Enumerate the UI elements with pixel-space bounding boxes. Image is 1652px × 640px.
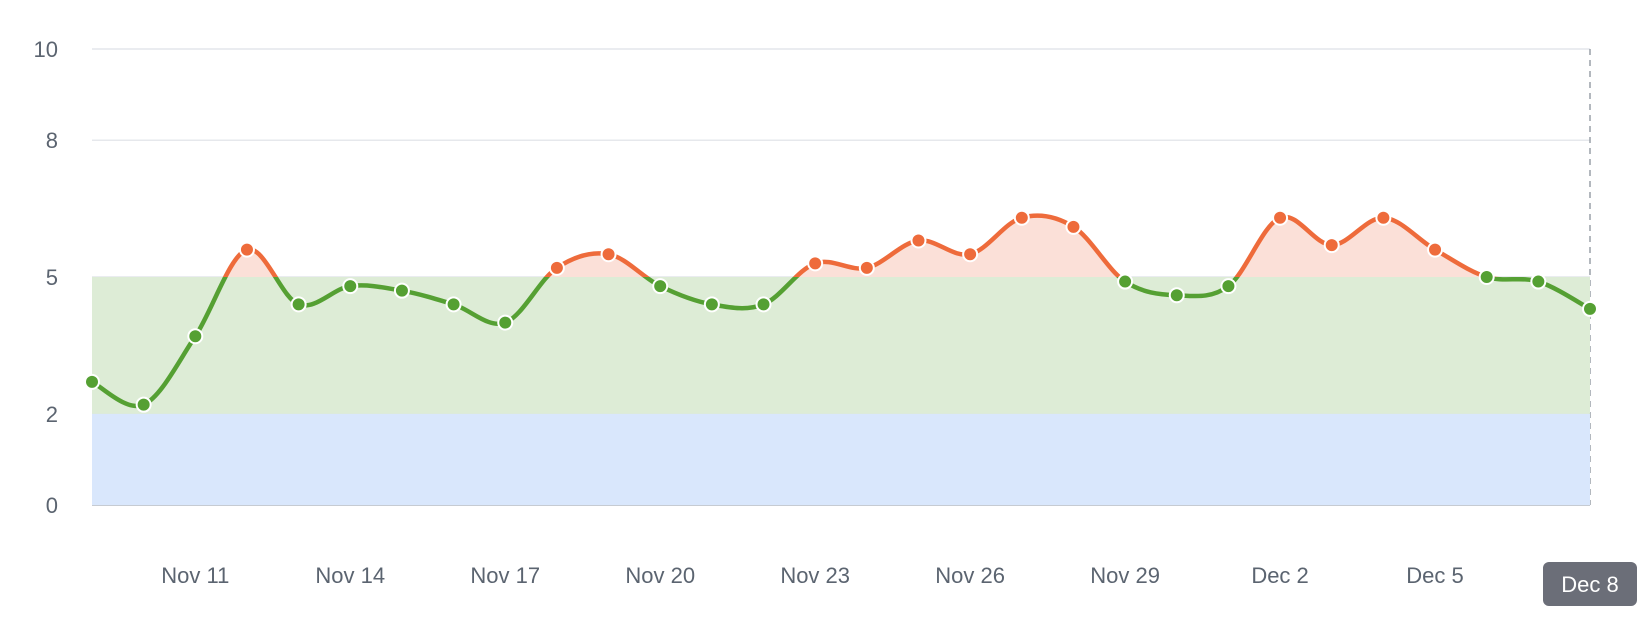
data-point-nov-27 [1015, 211, 1029, 225]
data-point-dec-6 [1480, 270, 1494, 284]
data-point-nov-18 [550, 261, 564, 275]
highlight-label-text: Dec 8 [1561, 572, 1618, 597]
x-tick-label-nov-29: Nov 29 [1090, 563, 1160, 588]
data-point-nov-25 [911, 234, 925, 248]
data-point-nov-11 [188, 329, 202, 343]
data-point-nov-13 [292, 297, 306, 311]
data-point-dec-1 [1221, 279, 1235, 293]
highlighted-date: Dec 8 [1543, 562, 1637, 606]
x-tick-label-nov-14: Nov 14 [315, 563, 385, 588]
y-tick-label-10: 10 [34, 37, 58, 62]
range-bands [92, 216, 1590, 505]
y-tick-label-2: 2 [46, 402, 58, 427]
data-point-nov-30 [1170, 288, 1184, 302]
x-tick-label-nov-26: Nov 26 [935, 563, 1005, 588]
y-tick-label-8: 8 [46, 128, 58, 153]
data-point-nov-23 [808, 256, 822, 270]
data-point-nov-26 [963, 247, 977, 261]
x-axis-labels: Nov 11 Nov 14 Nov 17 Nov 20 Nov 23 Nov 26 Nov … [161, 563, 1464, 588]
data-point-dec-2 [1273, 211, 1287, 225]
data-point-nov-19 [602, 247, 616, 261]
x-tick-label-nov-17: Nov 17 [470, 563, 540, 588]
data-point-nov-9 [85, 375, 99, 389]
data-point-nov-21 [705, 297, 719, 311]
data-point-nov-15 [395, 284, 409, 298]
band-0-2 [92, 414, 1590, 505]
x-tick-label-dec-2: Dec 2 [1251, 563, 1308, 588]
x-tick-label-nov-20: Nov 20 [625, 563, 695, 588]
data-point-nov-28 [1066, 220, 1080, 234]
data-point-nov-22 [757, 297, 771, 311]
data-point-dec-4 [1376, 211, 1390, 225]
data-point-dec-5 [1428, 243, 1442, 257]
data-point-nov-24 [860, 261, 874, 275]
data-point-dec-8 [1583, 302, 1597, 316]
data-point-nov-16 [447, 297, 461, 311]
y-tick-label-0: 0 [46, 493, 58, 518]
data-point-nov-12 [240, 243, 254, 257]
data-point-dec-7 [1531, 275, 1545, 289]
x-tick-label-dec-5: Dec 5 [1406, 563, 1463, 588]
x-tick-label-nov-23: Nov 23 [780, 563, 850, 588]
x-tick-label-nov-11: Nov 11 [161, 563, 229, 588]
y-axis-labels: 0 2 5 8 10 [34, 37, 58, 518]
data-point-nov-20 [653, 279, 667, 293]
data-point-nov-14 [343, 279, 357, 293]
data-point-nov-10 [137, 398, 151, 412]
data-point-dec-3 [1325, 238, 1339, 252]
data-point-nov-29 [1118, 275, 1132, 289]
band-2-5 [92, 277, 1590, 414]
data-point-nov-17 [498, 316, 512, 330]
y-tick-label-5: 5 [46, 265, 58, 290]
